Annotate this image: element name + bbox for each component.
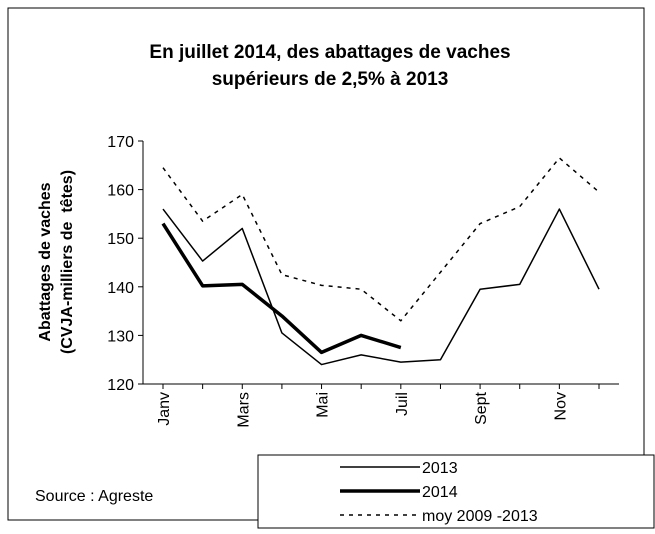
y-axis-label: Abattages de vaches — [37, 182, 54, 341]
y-tick-label: 140 — [107, 280, 134, 297]
x-tick-label: Nov — [552, 392, 569, 420]
chart-title: En juillet 2014, des abattages de vaches — [149, 42, 510, 63]
x-tick-label: Mai — [315, 392, 332, 418]
x-tick-label: Sept — [473, 391, 490, 424]
y-tick-label: 120 — [107, 377, 134, 394]
legend-label: 2014 — [422, 484, 458, 501]
legend-label: 2013 — [422, 460, 458, 477]
y-axis-label: (CVJA-milliers de têtes) — [59, 170, 76, 354]
y-tick-label: 160 — [107, 183, 134, 200]
y-tick-label: 130 — [107, 328, 134, 345]
x-tick-label: Mars — [235, 392, 252, 428]
chart-title: supérieurs de 2,5% à 2013 — [212, 69, 449, 90]
legend-label: moy 2009 -2013 — [422, 508, 538, 525]
source: Source : Agreste — [35, 488, 153, 505]
x-tick-label: Janv — [156, 392, 173, 426]
line-series — [161, 222, 402, 355]
y-tick-label: 150 — [107, 231, 134, 248]
x-tick-label: Juil — [394, 392, 411, 416]
chart-border — [7, 7, 645, 521]
line-series — [162, 157, 600, 322]
y-tick-label: 170 — [107, 134, 134, 151]
legend — [257, 454, 655, 529]
line-series — [162, 208, 600, 366]
